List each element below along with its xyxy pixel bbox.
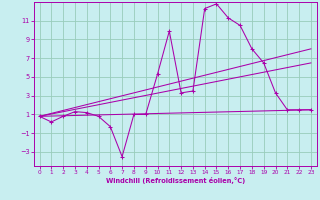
X-axis label: Windchill (Refroidissement éolien,°C): Windchill (Refroidissement éolien,°C) (106, 177, 245, 184)
